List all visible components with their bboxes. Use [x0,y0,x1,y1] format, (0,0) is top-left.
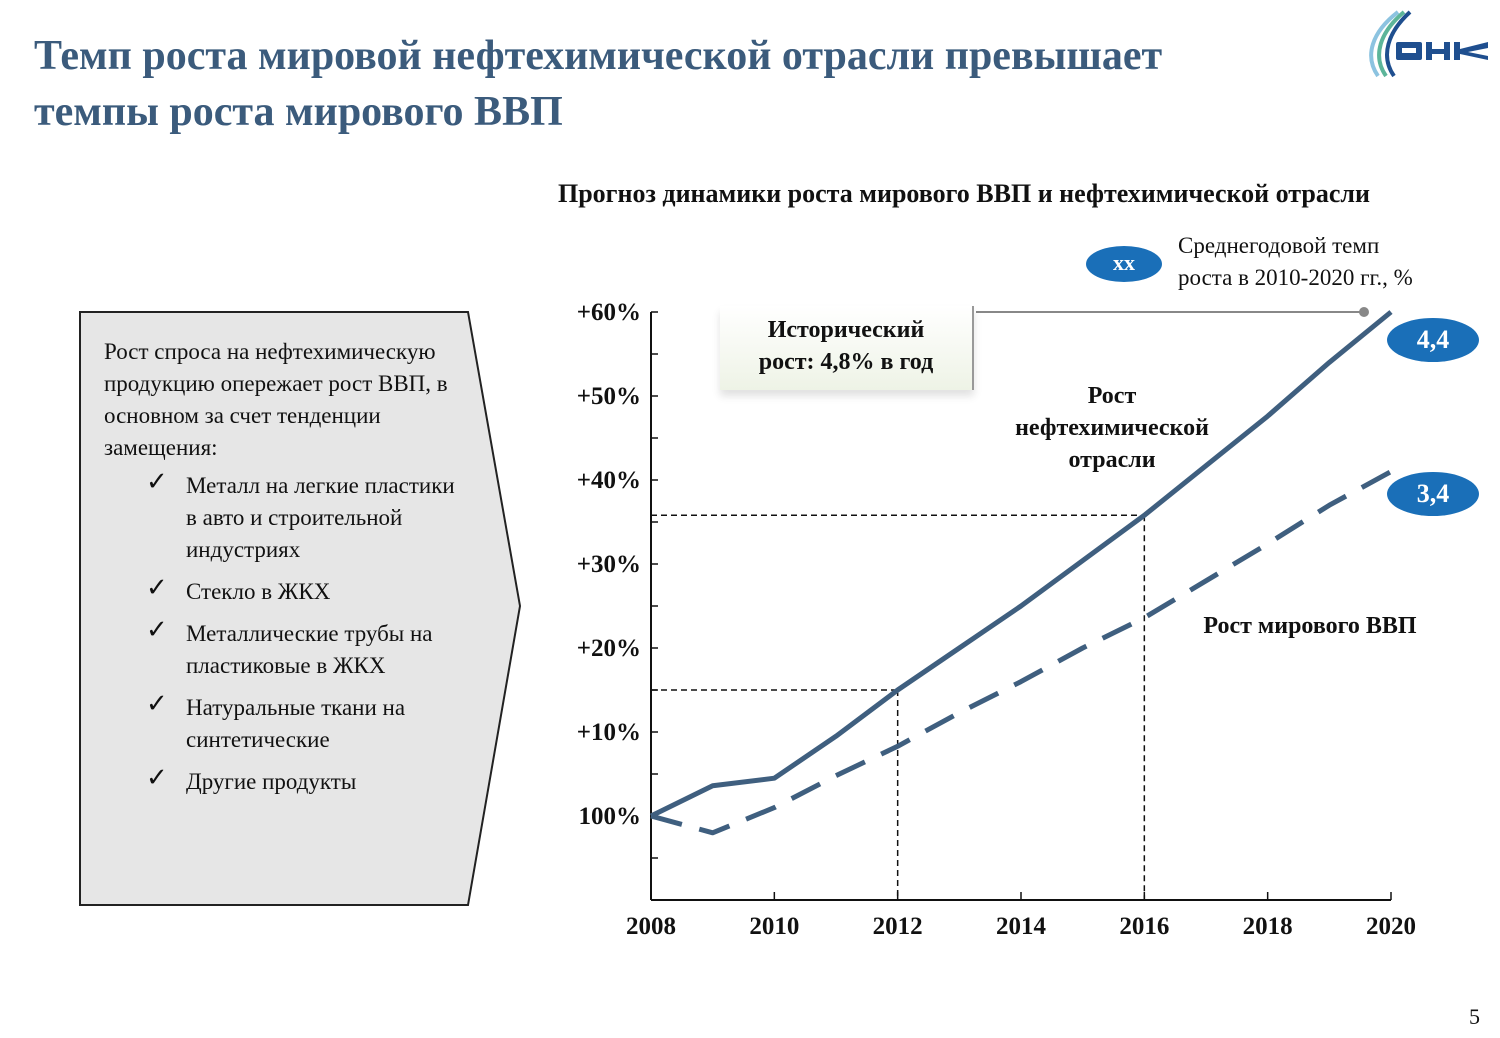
gdp-end-label: 3,4 [1387,472,1479,516]
petrochem-end-label: 4,4 [1387,318,1479,362]
x-tick-label: 2018 [1243,913,1293,940]
check-icon: ✓ [146,689,168,718]
callout-shape [79,311,522,906]
y-tick-label: +60% [577,299,641,326]
info-callout-box: Рост спроса на нефтехимическую продукцию… [78,310,523,908]
series-line-petrochem [649,310,1393,819]
series-label-petrochem: Рост нефтехимической отрасли [1015,383,1209,473]
annotation-line-2: рост: 4,8% в год [758,349,934,375]
legend-connector-dot [1359,307,1369,317]
chart-title: Прогноз динамики роста мирового ВВП и не… [558,179,1370,208]
check-icon: ✓ [146,467,168,496]
x-tick-label: 2012 [873,913,923,940]
list-item: ✓ Натуральные ткани на синтетические [104,689,464,756]
legend-text-line-2: роста в 2010-2020 гг., % [1178,265,1413,290]
x-tick-label: 2014 [996,913,1047,940]
x-tick-label: 2020 [1366,913,1416,940]
y-tick-label: 100% [579,803,642,830]
list-item: ✓ Металл на легкие пластики в авто и стро… [104,467,464,566]
legend-text: Среднегодовой темп роста в 2010-2020 гг.… [1178,230,1478,294]
list-item: ✓ Другие продукты [104,763,464,798]
y-tick-label: +10% [577,719,641,746]
company-logo [1358,8,1492,80]
annotation-line-1: Исторический [767,317,925,343]
series-label-gdp: Рост мирового ВВП [1203,613,1417,639]
list-item: ✓ Металлические трубы на пластиковые в ЖК… [104,615,464,682]
historical-growth-annotation: Исторический рост: 4,8% в год [720,306,974,390]
y-tick-label: +40% [577,467,641,494]
slide-title: Темп роста мировой нефтехимической отрас… [34,28,1334,140]
list-item: ✓ Стекло в ЖКХ [104,573,464,608]
check-icon: ✓ [146,763,168,792]
y-tick-label: +30% [577,551,641,578]
check-icon: ✓ [146,573,168,602]
y-tick-label: +20% [577,635,641,662]
y-tick-label: +50% [577,383,641,410]
list-item-text: Металл на легкие пластики в авто и строи… [186,473,455,562]
title-line-1: Темп роста мировой нефтехимической отрас… [34,33,1163,79]
callout-intro: Рост спроса на нефтехимическую продукцию… [104,339,448,460]
x-tick-label: 2008 [626,913,676,940]
page-number: 5 [1469,1004,1480,1029]
check-icon: ✓ [146,615,168,644]
list-item-text: Натуральные ткани на синтетические [186,695,406,752]
series-line-gdp [650,469,1393,836]
list-item-text: Металлические трубы на пластиковые в ЖКХ [186,621,433,678]
legend-text-line-1: Среднегодовой темп [1178,233,1380,258]
x-tick-label: 2010 [749,913,799,940]
title-line-2: темпы роста мирового ВВП [34,89,563,135]
legend-marker: xx [1086,246,1162,282]
x-tick-label: 2016 [1119,913,1169,940]
list-item-text: Другие продукты [186,769,357,794]
list-item-text: Стекло в ЖКХ [186,579,331,604]
